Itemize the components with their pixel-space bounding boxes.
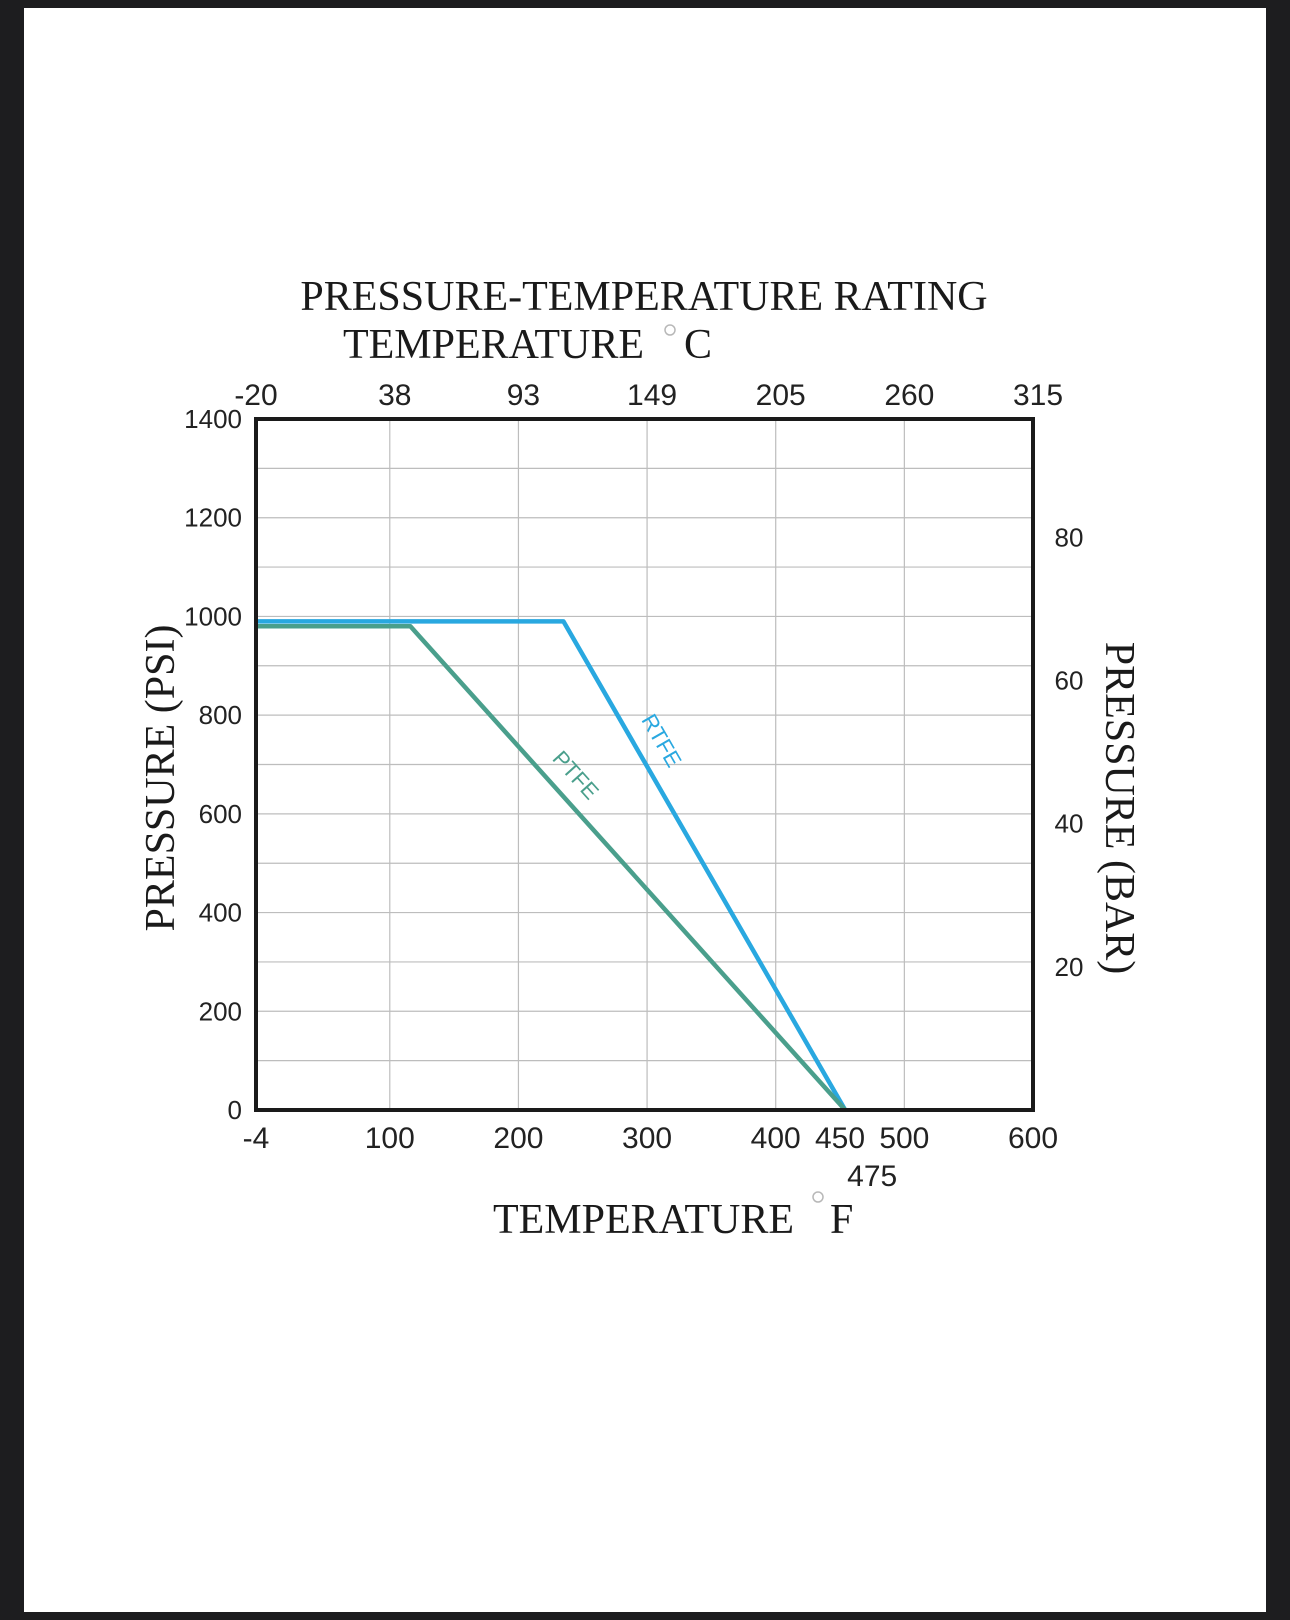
top-axis-unit: C — [684, 322, 712, 368]
y-tick-label: 200 — [199, 996, 242, 1026]
y2-tick-label: 60 — [1055, 665, 1084, 695]
top-axis-label: TEMPERATURE — [343, 322, 644, 368]
y-tick-label: 400 — [199, 898, 242, 928]
x-tick-label: -4 — [243, 1122, 270, 1155]
top-tick-label: 149 — [627, 379, 677, 412]
x-tick-label: 500 — [879, 1122, 929, 1155]
x-axis-label: TEMPERATURE — [493, 1197, 794, 1243]
y-tick-label: 600 — [199, 799, 242, 829]
ptfe-series-label: PTFE — [548, 746, 604, 805]
grid — [256, 419, 1033, 1110]
y2-tick-label: 80 — [1055, 522, 1084, 552]
y-axis-label: PRESSURE (PSI) — [138, 625, 184, 932]
page: PRESSURE-TEMPERATURE RATING TEMPERATURE … — [24, 8, 1266, 1612]
y-tick-label: 1200 — [184, 503, 242, 533]
x-tick-label-extra: 475 — [847, 1160, 897, 1193]
y-tick-label: 0 — [228, 1095, 242, 1125]
y2-axis-label: PRESSURE (BAR) — [1096, 642, 1142, 975]
pressure-temperature-chart: PRESSURE-TEMPERATURE RATING TEMPERATURE … — [138, 274, 1142, 1243]
y2-tick-label: 20 — [1055, 952, 1084, 982]
x-tick-label: 450 — [815, 1122, 865, 1155]
x-tick-label: 400 — [751, 1122, 801, 1155]
top-tick-label: 205 — [756, 379, 806, 412]
ptfe-series-line — [256, 624, 847, 1112]
top-tick-label: 93 — [507, 379, 540, 412]
top-tick-label: 315 — [1013, 379, 1063, 412]
top-tick-label: -20 — [234, 379, 277, 412]
rtfe-series-line — [256, 619, 848, 1112]
x-tick-label: 300 — [622, 1122, 672, 1155]
axis-ticks: 0 200 400 600 800 1000 1200 1400 -4 100 200 300 400 4… — [184, 379, 1083, 1193]
y-tick-label: 1400 — [184, 404, 242, 434]
x-tick-label: 600 — [1008, 1122, 1058, 1155]
x-tick-label: 100 — [365, 1122, 415, 1155]
degree-symbol-top — [664, 324, 676, 336]
top-axis-title: TEMPERATURE C — [343, 322, 712, 368]
chart-title: PRESSURE-TEMPERATURE RATING — [300, 274, 987, 320]
degree-symbol-bottom — [812, 1191, 824, 1203]
x-tick-label: 200 — [493, 1122, 543, 1155]
top-tick-label: 260 — [884, 379, 934, 412]
plot-frame — [254, 417, 1035, 1112]
x-axis-unit: F — [830, 1197, 853, 1243]
x-axis-title: TEMPERATURE F — [493, 1191, 853, 1243]
y-tick-label: 1000 — [184, 601, 242, 631]
y-tick-label: 800 — [199, 700, 242, 730]
top-tick-label: 38 — [378, 379, 411, 412]
y2-tick-label: 40 — [1055, 809, 1084, 839]
